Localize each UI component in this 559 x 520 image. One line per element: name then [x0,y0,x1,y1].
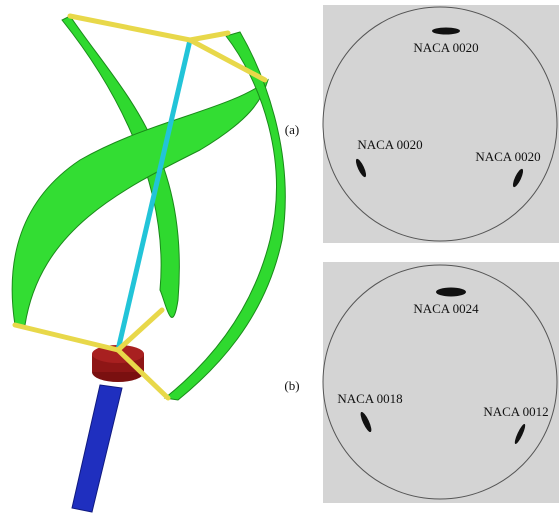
shaft [72,385,122,512]
airfoil [432,28,460,35]
airfoil-label: NACA 0020 [357,137,422,152]
airfoil-label: NACA 0020 [475,149,540,164]
turbine-illustration [12,16,285,512]
airfoil-label: NACA 0024 [413,301,479,316]
blade [165,32,285,400]
airfoil-label: NACA 0018 [337,391,402,406]
airfoil [436,288,466,297]
airfoil-label: NACA 0020 [413,40,478,55]
airfoil-label: NACA 0012 [483,404,548,419]
central-rod [118,40,190,350]
figure: (a) NACA 0020 NACA 0020 NACA 0020 (b) NA… [0,0,559,515]
panel-label: (b) [284,378,299,393]
panel-label: (a) [285,122,299,137]
